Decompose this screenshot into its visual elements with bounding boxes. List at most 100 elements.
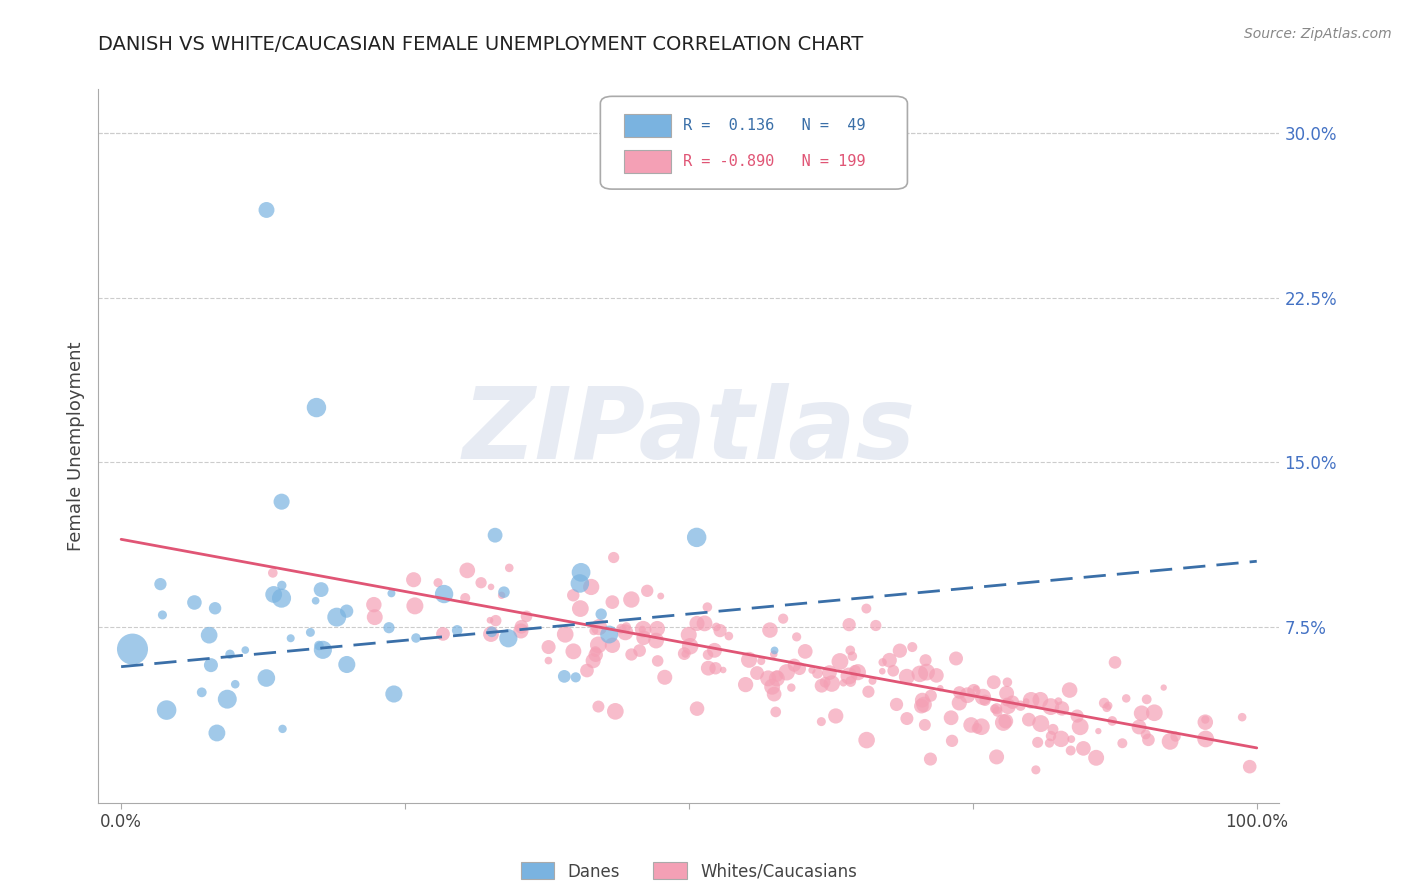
Point: [378, 621, 401, 635]
Point: [766, 669, 789, 683]
Point: [697, 648, 720, 662]
Point: [263, 587, 285, 601]
Point: [363, 598, 385, 612]
Point: [818, 665, 841, 680]
Point: [537, 654, 560, 668]
Point: [915, 665, 938, 680]
Point: [865, 618, 887, 632]
Point: [588, 620, 610, 634]
Point: [783, 658, 806, 673]
Point: [405, 631, 427, 645]
Point: [280, 632, 302, 646]
Point: [647, 654, 669, 668]
Point: [763, 643, 786, 657]
Point: [912, 698, 935, 712]
Point: [553, 669, 575, 683]
Point: [446, 624, 468, 638]
Point: [620, 592, 643, 607]
Point: [470, 575, 492, 590]
Point: [1060, 743, 1083, 757]
Point: [479, 627, 502, 641]
Point: [882, 664, 904, 678]
Point: [602, 638, 624, 652]
Point: [631, 622, 654, 636]
Point: [492, 585, 515, 599]
Point: [974, 693, 997, 707]
Point: [1194, 713, 1216, 727]
Point: [766, 672, 789, 686]
Point: [620, 648, 643, 662]
Point: [703, 643, 725, 657]
Point: [433, 587, 456, 601]
Point: [1025, 763, 1047, 777]
Point: [948, 696, 970, 710]
Point: [972, 690, 994, 704]
Point: [983, 702, 1005, 716]
Point: [879, 653, 901, 667]
Point: [569, 601, 592, 615]
Point: [309, 582, 332, 597]
Point: [673, 647, 696, 661]
Point: [404, 599, 426, 613]
Point: [911, 693, 934, 707]
Point: [537, 640, 560, 654]
Point: [633, 631, 655, 645]
Point: [198, 628, 221, 642]
Point: [1050, 731, 1073, 746]
Point: [745, 666, 768, 681]
Point: [602, 550, 624, 565]
Point: [966, 722, 988, 736]
Point: [994, 714, 1017, 728]
Point: [711, 663, 734, 677]
Point: [986, 701, 1008, 715]
Point: [205, 726, 228, 740]
Point: [929, 681, 952, 696]
Text: Source: ZipAtlas.com: Source: ZipAtlas.com: [1244, 27, 1392, 41]
Point: [693, 616, 716, 631]
Point: [1085, 751, 1108, 765]
Point: [364, 610, 387, 624]
Point: [717, 629, 740, 643]
Point: [1097, 698, 1119, 713]
Point: [305, 401, 328, 415]
Bar: [624, 114, 671, 137]
Point: [308, 639, 330, 653]
Point: [810, 679, 832, 693]
Point: [1095, 700, 1118, 714]
Point: [780, 681, 803, 695]
Point: [896, 670, 918, 684]
Point: [481, 624, 503, 639]
Point: [650, 589, 672, 603]
Point: [380, 586, 402, 600]
Point: [983, 675, 1005, 690]
Point: [993, 715, 1015, 730]
Point: [336, 604, 359, 618]
Point: [645, 622, 668, 636]
Point: [821, 676, 844, 690]
Point: [654, 670, 676, 684]
Point: [986, 705, 1008, 719]
Point: [1092, 696, 1115, 710]
Point: [956, 688, 979, 702]
Point: [628, 643, 651, 657]
Point: [582, 624, 605, 638]
Point: [614, 625, 637, 640]
Point: [636, 583, 658, 598]
Point: [427, 575, 450, 590]
Point: [814, 675, 837, 690]
Point: [1019, 693, 1042, 707]
Point: [554, 627, 576, 641]
Point: [564, 670, 586, 684]
Point: [908, 666, 931, 681]
Point: [761, 680, 783, 694]
Point: [326, 610, 349, 624]
Point: [382, 687, 405, 701]
Point: [939, 711, 962, 725]
Point: [696, 600, 718, 615]
Point: [862, 673, 884, 688]
Point: [568, 576, 591, 591]
Point: [1101, 714, 1123, 728]
Point: [204, 601, 226, 615]
Point: [686, 616, 709, 631]
Point: [1018, 713, 1040, 727]
